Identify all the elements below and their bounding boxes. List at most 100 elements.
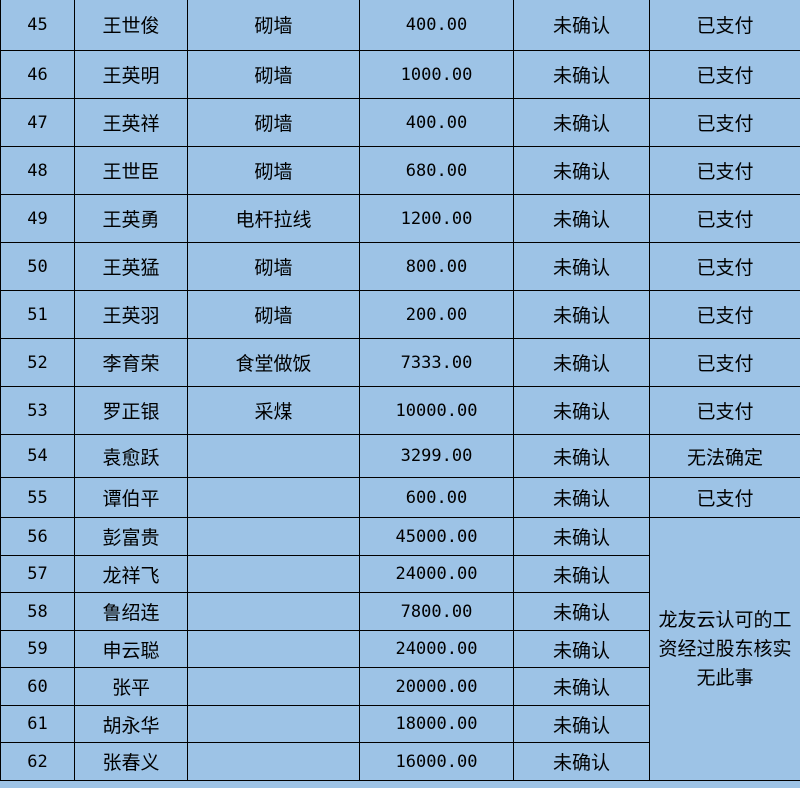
confirm-status: 未确认 (513, 667, 650, 706)
payment-status: 已支付 (649, 338, 800, 387)
row-number: 55 (0, 477, 75, 518)
table-row: 51 王英羽 砌墙 200.00 未确认 已支付 (0, 290, 800, 339)
confirm-status: 未确认 (513, 0, 650, 51)
row-number: 49 (0, 194, 75, 243)
row-number: 56 (0, 517, 75, 556)
payment-status: 无法确定 (649, 434, 800, 478)
worker-name: 王英明 (74, 50, 188, 99)
worker-name: 彭富贵 (74, 517, 188, 556)
table-row: 58 鲁绍连 7800.00 未确认 (0, 592, 800, 631)
payment-status: 已支付 (649, 0, 800, 51)
worker-name: 罗正银 (74, 386, 188, 435)
confirm-status: 未确认 (513, 705, 650, 743)
table-row: 57 龙祥飞 24000.00 未确认 (0, 555, 800, 593)
table-row: 52 李育荣 食堂做饭 7333.00 未确认 已支付 (0, 338, 800, 387)
worker-name: 王英勇 (74, 194, 188, 243)
worker-name: 李育荣 (74, 338, 188, 387)
row-number: 61 (0, 705, 75, 743)
job: 砌墙 (187, 98, 360, 147)
amount: 800.00 (359, 242, 514, 291)
job: 砌墙 (187, 242, 360, 291)
worker-name: 张春义 (74, 742, 188, 781)
row-number: 50 (0, 242, 75, 291)
confirm-status: 未确认 (513, 592, 650, 631)
worker-name: 胡永华 (74, 705, 188, 743)
amount: 7800.00 (359, 592, 514, 631)
payment-status: 已支付 (649, 50, 800, 99)
row-number: 48 (0, 146, 75, 195)
row-number: 62 (0, 742, 75, 781)
job (187, 434, 360, 478)
confirm-status: 未确认 (513, 477, 650, 518)
table-row: 54 袁愈跃 3299.00 未确认 无法确定 (0, 434, 800, 478)
job: 食堂做饭 (187, 338, 360, 387)
worker-name: 王英羽 (74, 290, 188, 339)
confirm-status: 未确认 (513, 146, 650, 195)
merged-note: 龙友云认可的工资经过股东核实无此事 (649, 517, 800, 781)
row-number: 52 (0, 338, 75, 387)
payment-status: 已支付 (649, 194, 800, 243)
payment-status: 已支付 (649, 477, 800, 518)
confirm-status: 未确认 (513, 50, 650, 99)
amount: 18000.00 (359, 705, 514, 743)
table-row: 45 王世俊 砌墙 400.00 未确认 已支付 (0, 0, 800, 51)
job: 采煤 (187, 386, 360, 435)
job: 砌墙 (187, 50, 360, 99)
table-row: 46 王英明 砌墙 1000.00 未确认 已支付 (0, 50, 800, 99)
payment-status: 已支付 (649, 242, 800, 291)
job (187, 705, 360, 743)
amount: 7333.00 (359, 338, 514, 387)
amount: 400.00 (359, 0, 514, 51)
row-number: 58 (0, 592, 75, 631)
confirm-status: 未确认 (513, 555, 650, 593)
row-number: 47 (0, 98, 75, 147)
row-number: 60 (0, 667, 75, 706)
confirm-status: 未确认 (513, 290, 650, 339)
worker-name: 谭伯平 (74, 477, 188, 518)
table-row: 49 王英勇 电杆拉线 1200.00 未确认 已支付 (0, 194, 800, 243)
worker-name: 袁愈跃 (74, 434, 188, 478)
row-number: 51 (0, 290, 75, 339)
table-row: 60 张平 20000.00 未确认 (0, 667, 800, 706)
job (187, 667, 360, 706)
worker-name: 王世臣 (74, 146, 188, 195)
payment-status: 已支付 (649, 98, 800, 147)
job (187, 477, 360, 518)
payment-status: 已支付 (649, 386, 800, 435)
job: 砌墙 (187, 0, 360, 51)
job: 电杆拉线 (187, 194, 360, 243)
job (187, 555, 360, 593)
table-row: 53 罗正银 采煤 10000.00 未确认 已支付 (0, 386, 800, 435)
row-number: 53 (0, 386, 75, 435)
amount: 1200.00 (359, 194, 514, 243)
amount: 600.00 (359, 477, 514, 518)
amount: 10000.00 (359, 386, 514, 435)
amount: 24000.00 (359, 630, 514, 668)
job (187, 630, 360, 668)
worker-name: 鲁绍连 (74, 592, 188, 631)
amount: 20000.00 (359, 667, 514, 706)
job (187, 517, 360, 556)
job: 砌墙 (187, 290, 360, 339)
job (187, 742, 360, 781)
worker-name: 申云聪 (74, 630, 188, 668)
confirm-status: 未确认 (513, 338, 650, 387)
job (187, 592, 360, 631)
table-row: 55 谭伯平 600.00 未确认 已支付 (0, 477, 800, 518)
worker-name: 龙祥飞 (74, 555, 188, 593)
table-row: 61 胡永华 18000.00 未确认 (0, 705, 800, 743)
confirm-status: 未确认 (513, 434, 650, 478)
confirm-status: 未确认 (513, 386, 650, 435)
amount: 400.00 (359, 98, 514, 147)
amount: 200.00 (359, 290, 514, 339)
table-row: 50 王英猛 砌墙 800.00 未确认 已支付 (0, 242, 800, 291)
worker-name: 王英祥 (74, 98, 188, 147)
worker-name: 王英猛 (74, 242, 188, 291)
job: 砌墙 (187, 146, 360, 195)
row-number: 46 (0, 50, 75, 99)
table-row: 48 王世臣 砌墙 680.00 未确认 已支付 (0, 146, 800, 195)
table-row: 59 申云聪 24000.00 未确认 (0, 630, 800, 668)
row-number: 59 (0, 630, 75, 668)
